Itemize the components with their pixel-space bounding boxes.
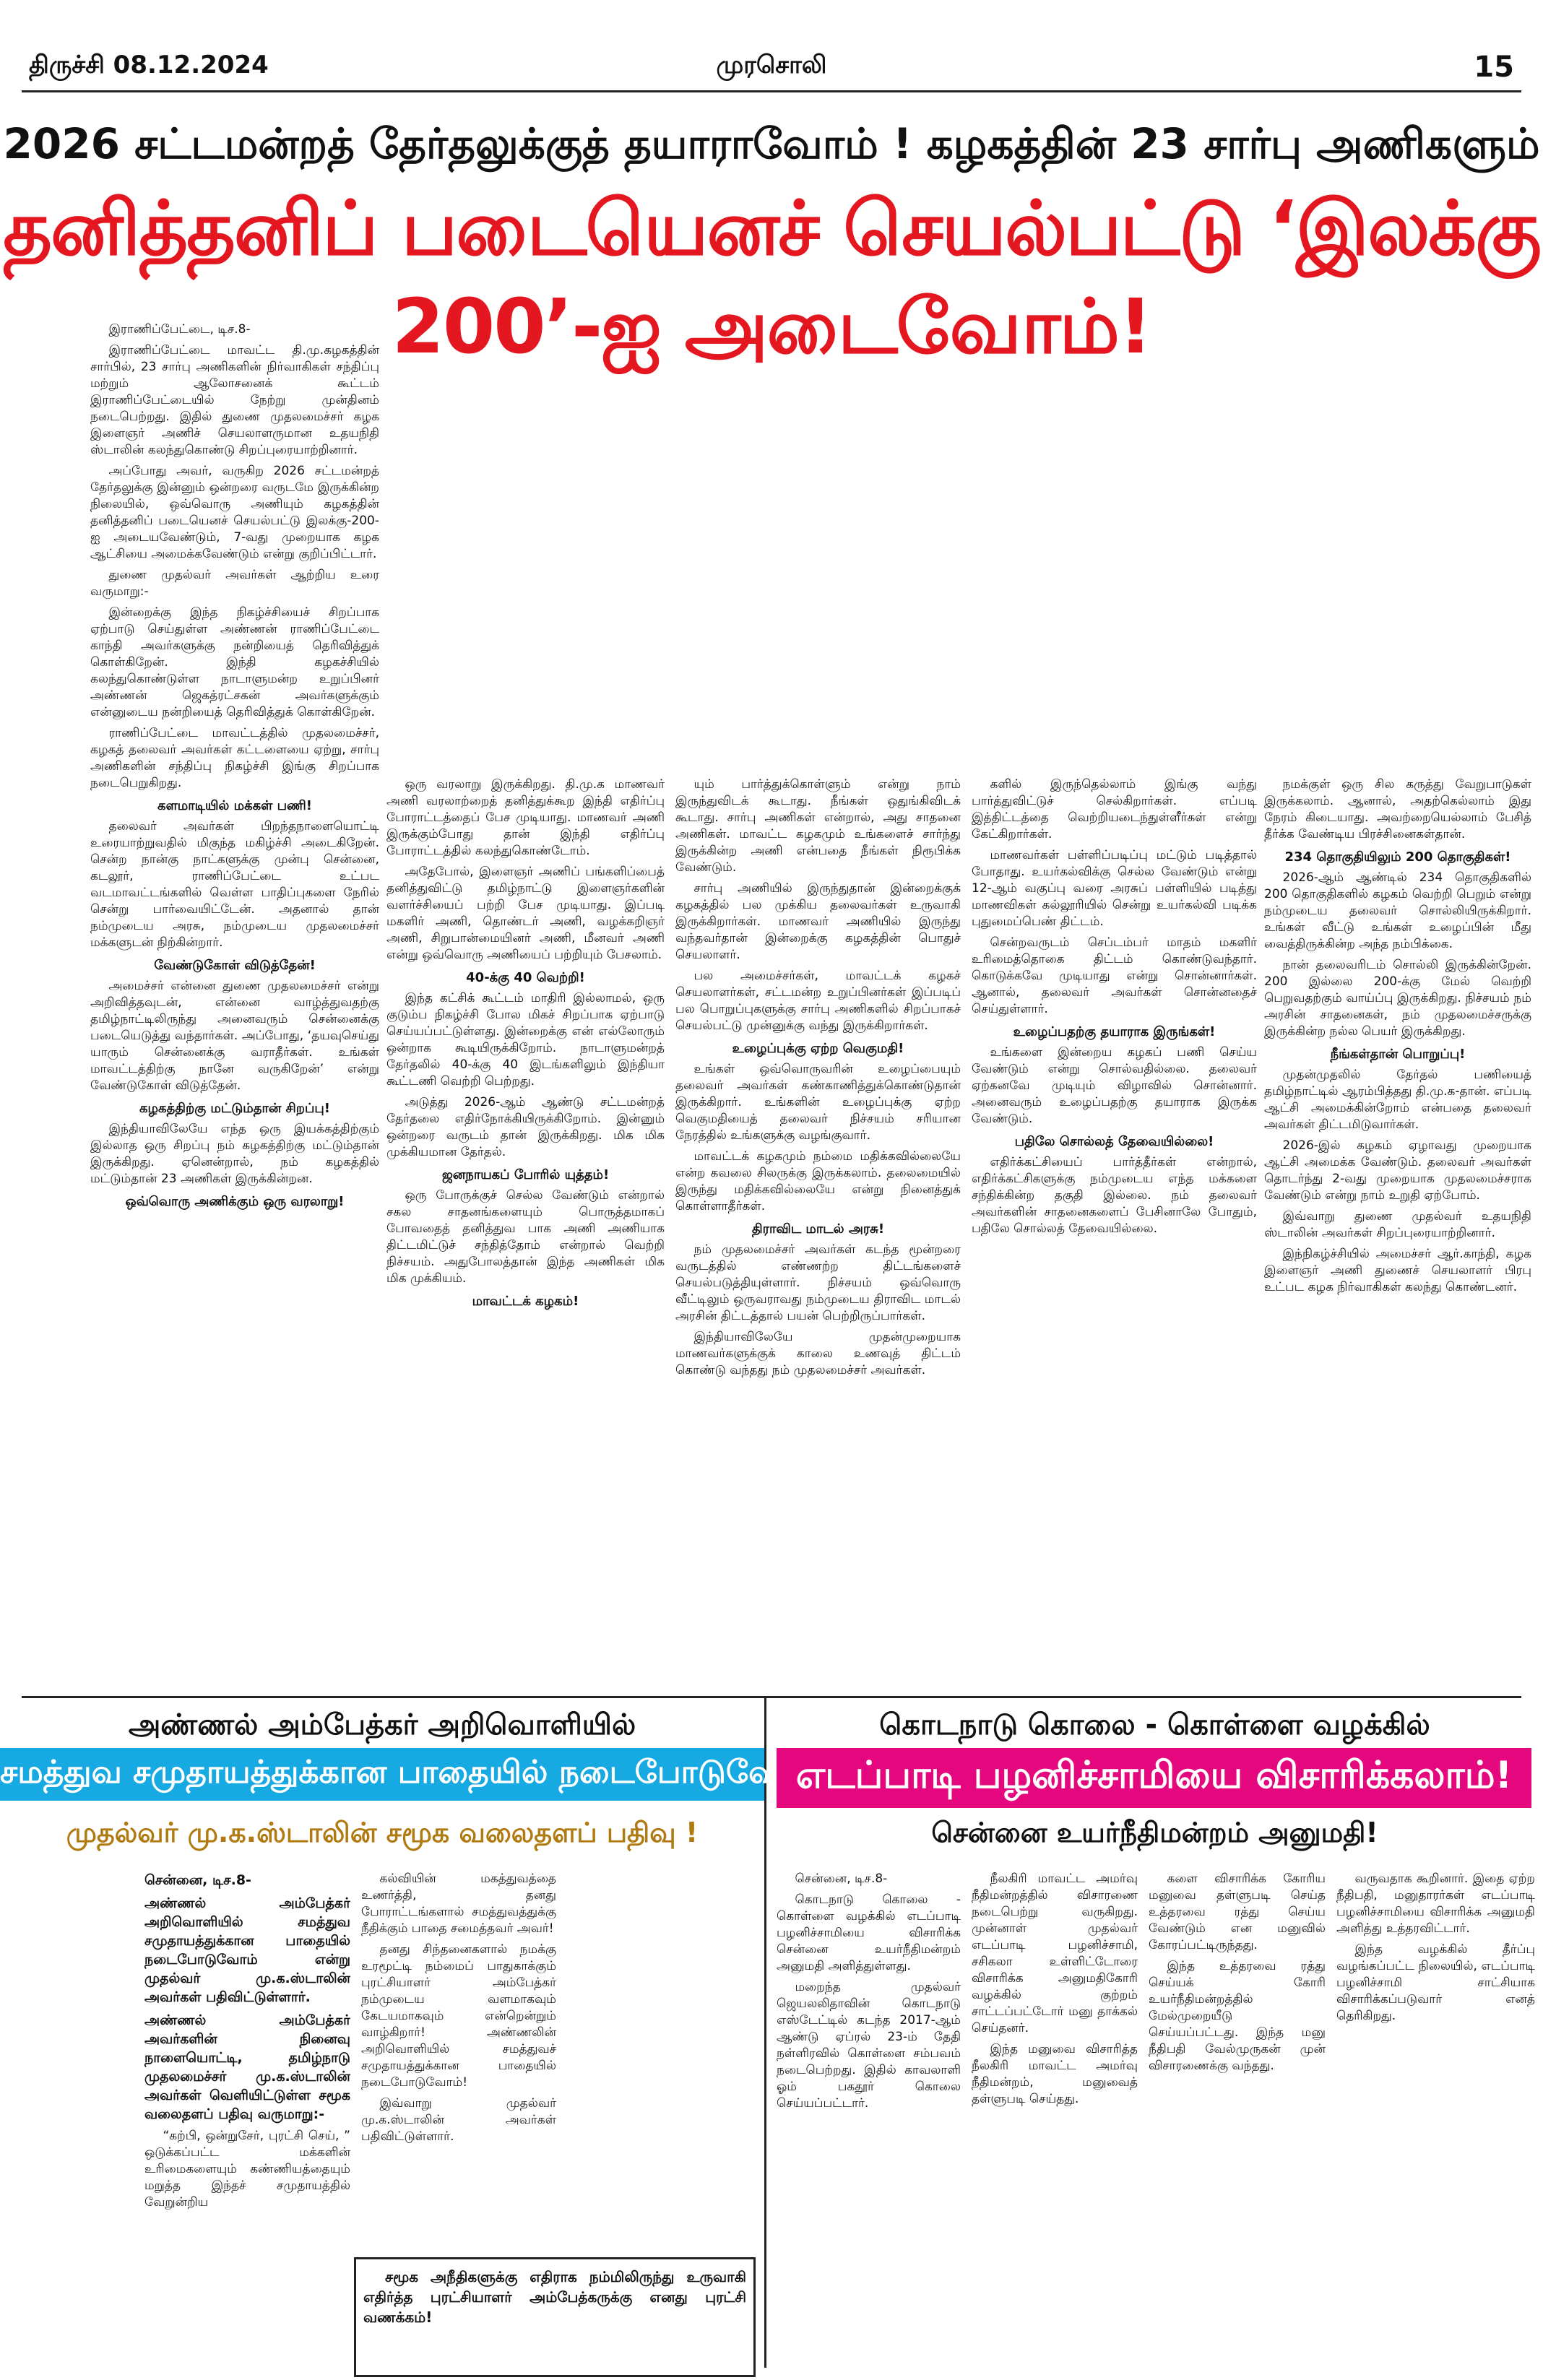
paragraph: அப்போது அவர், வருகிற 2026 சட்டமன்றத் தேர… <box>90 464 379 561</box>
subheading: கழகத்திற்கு மட்டும்தான் சிறப்பு! <box>139 1101 330 1116</box>
column: சென்னை, டிச.8- அண்ணல் அம்பேத்கர் அறிவொளிய… <box>144 1871 350 2355</box>
subheading: ஒவ்வொரு அணிக்கும் ஒரு வரலாறு! <box>125 1194 345 1209</box>
edition: திருச்சி 08.12.2024 <box>29 51 269 79</box>
column: கல்வியின் மகத்துவத்தை உணர்த்தி, தனது போர… <box>361 1871 556 2246</box>
lead-kicker: 2026 சட்டமன்றத் தேர்தலுக்குத் தயாராவோம் … <box>3 119 1540 168</box>
column: சென்னை, டிச.8- கொடநாடு கொலை - கொள்ளை வழக்… <box>777 1871 961 2362</box>
paragraph: துணை முதல்வர் அவர்கள் ஆற்றிய உரை வருமாறு… <box>90 568 379 599</box>
paragraph: தனது சிந்தனைகளால் நமக்கு உரமூட்டி நம்மைப… <box>361 1942 556 2090</box>
paragraph: 2026-ஆம் ஆண்டில் 234 தொகுதிகளில் 200 தொக… <box>1264 870 1531 951</box>
paragraph: அமைச்சர் என்னை துணை முதலமைச்சர் என்று அற… <box>90 979 379 1093</box>
lead-headline: தனித்தனிப் படையெனச் செயல்பட்டு ‘இலக்கு 2… <box>3 184 1542 371</box>
right-headline: எடப்பாடி பழனிச்சாமியை விசாரிக்கலாம்! <box>777 1748 1531 1808</box>
lead-paragraph: சென்னை, டிச.8- <box>144 1872 251 1888</box>
left-kicker: அண்ணல் அம்பேத்கர் அறிவொளியில் <box>128 1708 636 1741</box>
paragraph: 2026-இல் கழகம் ஏழாவது முறையாக ஆட்சி அமைக… <box>1264 1138 1531 1203</box>
paragraph: பல அமைச்சர்கள், மாவட்டக் கழகச் செயலாளர்க… <box>675 969 961 1033</box>
subheading: 234 தொகுதியிலும் 200 தொகுதிகள்! <box>1284 849 1511 865</box>
paragraph: உங்கள் ஒவ்வொருவரின் உழைப்பையும் தலைவர் அ… <box>675 1062 961 1143</box>
story-divider <box>764 1696 766 2368</box>
paragraph: இந்நிகழ்ச்சியில் அமைச்சர் ஆர்.காந்தி, கழ… <box>1264 1247 1531 1294</box>
paragraph: முதன்முதலில் தேர்தல் பணியைத் தமிழ்நாட்டி… <box>1264 1068 1531 1132</box>
paragraph: நான் தலைவரிடம் சொல்லி இருக்கின்றேன். 200… <box>1264 958 1531 1039</box>
column: நீலகிரி மாவட்ட அமர்வு நீதிமன்றத்தில் விச… <box>972 1871 1138 2362</box>
column: களில் இருந்தெல்லாம் இங்கு வந்து பார்த்து… <box>972 776 1257 1690</box>
paragraph: மாணவர்கள் பள்ளிப்படிப்பு மட்டும் படித்தா… <box>972 848 1257 929</box>
paragraph: இராணிப்பேட்டை மாவட்ட தி.மு.கழகத்தின் சார… <box>90 343 379 457</box>
paragraph: இந்த வழக்கில் தீர்ப்பு வழங்கப்பட்ட நிலைய… <box>1336 1942 1535 2023</box>
subheading: களமாடியில் மக்கள் பணி! <box>157 798 313 813</box>
subheading: நீங்கள்தான் பொறுப்பு! <box>1330 1047 1466 1062</box>
paragraph: களை விசாரிக்க கோரிய மனுவை தள்ளுபடி செய்த… <box>1149 1871 1326 1952</box>
paragraph: சமூக அநீதிகளுக்கு எதிராக நம்மிலிருந்து உ… <box>363 2268 746 2326</box>
left-headline: சமத்துவ சமுதாயத்துக்கான பாதையில் நடைபோடு… <box>0 1748 847 1801</box>
paragraph: இந்தியாவிலேயே முதன்முறையாக மாணவர்களுக்கு… <box>675 1330 961 1377</box>
paragraph: தலைவர் அவர்கள் பிறந்தநாளையொட்டி உரையாற்ற… <box>90 819 379 950</box>
lead-paragraph: அண்ணல் அம்பேத்கர் அறிவொளியில் சமத்துவ சம… <box>144 1895 350 2005</box>
subheading: உழைப்பதற்கு தயாராக இருங்கள்! <box>1013 1024 1216 1039</box>
section-rule <box>22 1696 1521 1698</box>
subheading: உழைப்புக்கு ஏற்ற வெகுமதி! <box>732 1041 904 1056</box>
paragraph: அதேபோல், இளைஞர் அணிப் பங்களிப்பைத் தனித்… <box>386 865 665 962</box>
paragraph: உங்களை இன்றைய கழகப் பணி செய்ய வேண்டும் எ… <box>972 1045 1257 1126</box>
paragraph: “கற்பி, ஒன்றுசேர், புரட்சி செய், ” ஒடுக்… <box>144 2129 350 2210</box>
left-subhead: முதல்வர் மு.க.ஸ்டாலின் சமூக வலைதளப் பதிவ… <box>66 1817 699 1848</box>
paragraph: அடுத்து 2026-ஆம் ஆண்டு சட்டமன்றத் தேர்தல… <box>386 1095 665 1159</box>
paragraph: இந்த உத்தரவை ரத்து செய்யக் கோரி உயர்நீதி… <box>1149 1959 1326 2073</box>
paragraph: ஒரு வரலாறு இருக்கிறது. தி.மு.க மாணவர் அண… <box>386 777 665 858</box>
paragraph: யும் பார்த்துக்கொள்ளும் என்று நாம் இருந்… <box>675 777 961 875</box>
subheading: வேண்டுகோள் விடுத்தேன்! <box>154 958 316 973</box>
paragraph: இவ்வாறு முதல்வர் மு.க.ஸ்டாலின் அவர்கள் ப… <box>361 2096 556 2144</box>
column: நமக்குள் ஒரு சில கருத்து வேறுபாடுகள் இரு… <box>1264 776 1531 1690</box>
paragraph: சார்பு அணியில் இருந்துதான் இன்றைக்குக் க… <box>675 881 961 962</box>
subheading: ஜனநாயகப் போரில் யுத்தம்! <box>441 1167 610 1182</box>
subheading: 40-க்கு 40 வெற்றி! <box>466 970 585 985</box>
paragraph: இந்த மனுவை விசாரித்த நீலகிரி மாவட்ட அமர்… <box>972 2042 1138 2106</box>
paragraph: இராணிப்பேட்டை, டிச.8- <box>108 322 251 337</box>
paragraph: எதிர்க்கட்சியைப் பார்த்தீர்கள் என்றால், … <box>972 1155 1257 1236</box>
paragraph: இவ்வாறு துணை முதல்வர் உதயநிதி ஸ்டாலின் அ… <box>1264 1209 1531 1240</box>
right-kicker: கொடநாடு கொலை - கொள்ளை வழக்கில் <box>879 1708 1430 1741</box>
paragraph: நம் முதலமைச்சர் அவர்கள் கடந்த மூன்றரை வர… <box>675 1242 961 1323</box>
paragraph: மாவட்டக் கழகமும் நம்மை மதிக்கவில்லையே என… <box>675 1149 961 1213</box>
paragraph: ஒரு போருக்குச் செல்ல வேண்டும் என்றால் சக… <box>386 1188 665 1286</box>
column: இராணிப்பேட்டை, டிச.8- இராணிப்பேட்டை மாவட்… <box>90 321 379 1690</box>
column: களை விசாரிக்க கோரிய மனுவை தள்ளுபடி செய்த… <box>1149 1871 1326 2362</box>
page-number: 15 <box>1474 51 1514 84</box>
subheading: மாவட்டக் கழகம்! <box>472 1294 579 1309</box>
header-rule <box>22 90 1521 92</box>
paragraph: களில் இருந்தெல்லாம் இங்கு வந்து பார்த்து… <box>972 777 1257 841</box>
paragraph: நமக்குள் ஒரு சில கருத்து வேறுபாடுகள் இரு… <box>1264 777 1531 841</box>
paragraph: இந்த கட்சிக் கூட்டம் மாதிரி இல்லாமல், ஒர… <box>386 991 665 1089</box>
paragraph: கல்வியின் மகத்துவத்தை உணர்த்தி, தனது போர… <box>361 1871 556 1936</box>
paragraph: நீலகிரி மாவட்ட அமர்வு நீதிமன்றத்தில் விச… <box>972 1871 1138 2035</box>
paragraph: சென்னை, டிச.8- <box>795 1871 888 1886</box>
subheading: பதிலே சொல்லத் தேவையில்லை! <box>1014 1134 1214 1149</box>
paragraph: மறைந்த முதல்வர் ஜெயலலிதாவின் கொடநாடு எஸ்… <box>777 1980 961 2111</box>
lead-paragraph: அண்ணல் அம்பேத்கர் அவர்களின் நினைவு நாளைய… <box>144 2012 350 2122</box>
column: ஒரு வரலாறு இருக்கிறது. தி.மு.க மாணவர் அண… <box>386 776 665 1690</box>
paper-name: முரசொலி <box>716 51 827 79</box>
column: யும் பார்த்துக்கொள்ளும் என்று நாம் இருந்… <box>675 776 961 1690</box>
column: வருவதாக கூறினார். இதை ஏற்ற நீதிபதி, மனுத… <box>1336 1871 1535 2362</box>
right-subhead: சென்னை உயர்நீதிமன்றம் அனுமதி! <box>931 1817 1378 1848</box>
paragraph: இன்றைக்கு இந்த நிகழ்ச்சியைச் சிறப்பாக ஏற… <box>90 605 379 719</box>
paragraph: சென்றவருடம் செப்டம்பர் மாதம் மகளிர் உரிம… <box>972 935 1257 1016</box>
paragraph: கொடநாடு கொலை - கொள்ளை வழக்கில் எடப்பாடி … <box>777 1892 961 1973</box>
paragraph: இந்தியாவிலேயே எந்த ஒரு இயக்கத்திற்கும் இ… <box>90 1122 379 1186</box>
column: சமூக அநீதிகளுக்கு எதிராக நம்மிலிருந்து உ… <box>354 2257 756 2377</box>
paragraph: ராணிப்பேட்டை மாவட்டத்தில் முதலமைச்சர், க… <box>90 726 379 790</box>
paragraph: வருவதாக கூறினார். இதை ஏற்ற நீதிபதி, மனுத… <box>1336 1871 1535 1936</box>
subheading: திராவிட மாடல் அரசு! <box>751 1221 885 1237</box>
